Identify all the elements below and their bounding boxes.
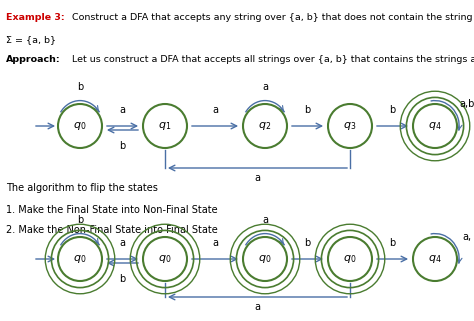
Text: 2. Make the Non-Final State into Final State: 2. Make the Non-Final State into Final S…: [6, 225, 218, 235]
Text: b: b: [389, 105, 396, 115]
Text: a: a: [262, 215, 268, 225]
Text: $q_0$: $q_0$: [73, 253, 87, 265]
Text: a: a: [255, 302, 261, 312]
Text: b: b: [304, 238, 310, 248]
Text: a: a: [212, 238, 218, 248]
Text: a: a: [212, 105, 218, 115]
Text: Σ = {a, b}: Σ = {a, b}: [6, 35, 56, 44]
Text: $q_4$: $q_4$: [428, 120, 442, 132]
Text: $q_0$: $q_0$: [73, 120, 87, 132]
Text: Construct a DFA that accepts any string over {a, b} that does not contain the st: Construct a DFA that accepts any string …: [72, 13, 474, 22]
Text: b: b: [304, 105, 310, 115]
Text: a: a: [262, 82, 268, 91]
Text: b: b: [77, 215, 83, 225]
Text: The algorithm to flip the states: The algorithm to flip the states: [6, 183, 158, 193]
Text: $q_2$: $q_2$: [258, 120, 272, 132]
Text: b: b: [119, 274, 126, 284]
Text: $q_0$: $q_0$: [258, 253, 272, 265]
Text: $q_3$: $q_3$: [343, 120, 356, 132]
Text: a,b: a,b: [459, 99, 474, 109]
Text: $q_0$: $q_0$: [158, 253, 172, 265]
Text: $q_4$: $q_4$: [428, 253, 442, 265]
Text: a: a: [119, 105, 126, 115]
Text: $q_0$: $q_0$: [343, 253, 357, 265]
Text: a: a: [255, 173, 261, 183]
Text: Example 3:: Example 3:: [6, 13, 64, 22]
Text: $q_1$: $q_1$: [158, 120, 172, 132]
Text: Approach:: Approach:: [6, 55, 61, 64]
Text: Let us construct a DFA that accepts all strings over {a, b} that contains the st: Let us construct a DFA that accepts all …: [72, 55, 474, 64]
Text: b: b: [119, 141, 126, 151]
Text: 1. Make the Final State into Non-Final State: 1. Make the Final State into Non-Final S…: [6, 205, 218, 215]
Text: b: b: [77, 82, 83, 91]
Text: b: b: [389, 238, 396, 248]
Text: a,: a,: [463, 232, 472, 242]
Text: a: a: [119, 238, 126, 248]
